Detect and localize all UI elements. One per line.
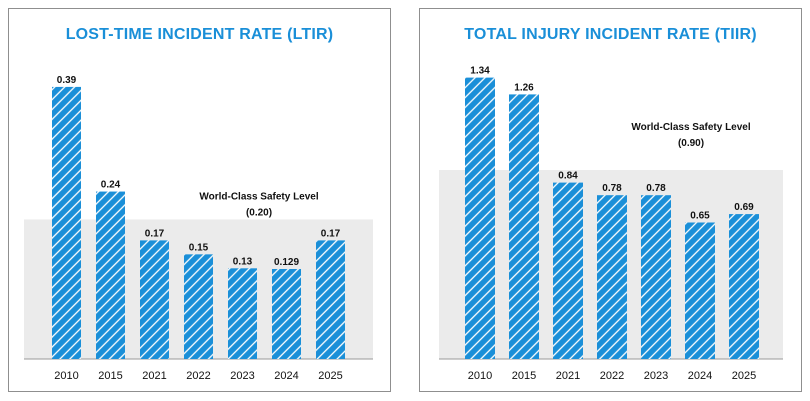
tiir-tick-label-2010: 2010 [468, 370, 492, 382]
ltir-tick-label-2021: 2021 [142, 370, 166, 382]
tiir-value-label-2015: 1.26 [514, 82, 534, 93]
tiir-tick-label-2022: 2022 [600, 370, 624, 382]
tiir-tick-label-2015: 2015 [512, 370, 536, 382]
ltir-value-label-2010: 0.39 [57, 75, 77, 86]
ltir-chart-title: LOST-TIME INCIDENT RATE (LTIR) [65, 26, 334, 43]
tiir-tick-label-2021: 2021 [556, 370, 580, 382]
tiir-value-label-2021: 0.84 [558, 171, 578, 182]
ltir-chart-panel: LOST-TIME INCIDENT RATE (LTIR) World-Cla… [8, 8, 391, 392]
ltir-value-label-2022: 0.15 [189, 242, 209, 253]
ltir-bar-2023 [228, 268, 257, 359]
ltir-tick-label-2022: 2022 [186, 370, 210, 382]
tiir-bar-2015 [509, 94, 539, 360]
ltir-value-label-2021: 0.17 [145, 228, 165, 239]
ltir-tick-label-2010: 2010 [54, 370, 78, 382]
ltir-bar-2025 [316, 240, 345, 359]
tiir-value-label-2025: 0.69 [734, 202, 754, 213]
ltir-reference-label: World-Class Safety Level [199, 191, 319, 202]
tiir-value-label-2024: 0.65 [690, 211, 710, 222]
ltir-tick-label-2024: 2024 [274, 370, 298, 382]
tiir-bar-2022 [597, 195, 627, 359]
ltir-value-label-2015: 0.24 [101, 180, 121, 191]
tiir-value-label-2023: 0.78 [646, 183, 666, 194]
tiir-bar-2024 [685, 222, 715, 359]
ltir-tick-label-2023: 2023 [230, 370, 254, 382]
tiir-tick-label-2024: 2024 [688, 370, 712, 382]
ltir-value-label-2025: 0.17 [321, 228, 341, 239]
ltir-tick-label-2015: 2015 [98, 370, 122, 382]
tiir-chart-panel: TOTAL INJURY INCIDENT RATE (TIIR) World-… [419, 8, 802, 392]
ltir-bar-2010 [52, 86, 81, 359]
tiir-reference-value-label: (0.90) [678, 138, 704, 149]
tiir-bar-2021 [553, 182, 583, 359]
tiir-value-label-2022: 0.78 [602, 183, 622, 194]
ltir-bar-2021 [140, 240, 169, 359]
ltir-value-label-2023: 0.13 [233, 256, 253, 267]
tiir-chart-title: TOTAL INJURY INCIDENT RATE (TIIR) [464, 26, 757, 43]
ltir-bar-2024 [272, 269, 301, 359]
tiir-bar-2025 [729, 214, 759, 359]
tiir-tick-label-2023: 2023 [644, 370, 668, 382]
ltir-bar-2015 [96, 191, 125, 359]
tiir-bar-chart: World-Class Safety Level (0.90) 1.34 2010 1.… [439, 66, 783, 382]
ltir-bar-chart: World-Class Safety Level (0.20) 0.39 2010 0.… [24, 75, 373, 382]
tiir-value-label-2010: 1.34 [470, 66, 490, 77]
tiir-bar-2010 [465, 77, 495, 359]
ltir-tick-label-2025: 2025 [318, 370, 342, 382]
tiir-bar-2023 [641, 195, 671, 359]
ltir-value-label-2024: 0.129 [274, 257, 299, 268]
ltir-reference-value-label: (0.20) [246, 207, 272, 218]
tiir-reference-label: World-Class Safety Level [631, 122, 751, 133]
tiir-tick-label-2025: 2025 [732, 370, 756, 382]
ltir-bar-2022 [184, 254, 213, 359]
